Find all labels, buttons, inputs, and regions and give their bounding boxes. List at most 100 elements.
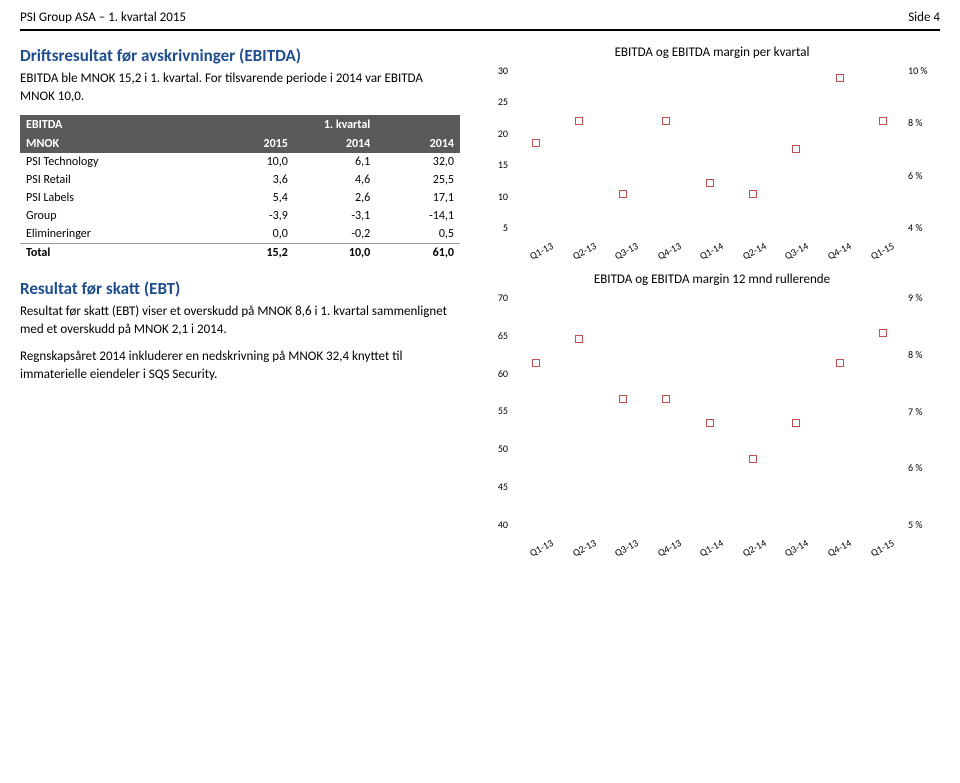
chart1-body: 30252015105 10 %8 %6 %4 % 13151016101014…	[512, 64, 904, 254]
table-body: PSI Technology10,06,132,0PSI Retail3,64,…	[20, 153, 460, 262]
y2tick: 8 %	[908, 348, 922, 361]
table-row: PSI Technology10,06,132,0	[20, 153, 460, 171]
y2tick: 10 %	[908, 64, 928, 77]
table-hdr1-c3	[376, 115, 460, 135]
total-v2: 10,0	[294, 244, 376, 263]
row-v1: 3,6	[211, 171, 293, 189]
margin-marker	[532, 139, 540, 147]
row-name: PSI Retail	[20, 171, 211, 189]
row-name: PSI Technology	[20, 153, 211, 171]
table-hdr2-c3: 2014	[294, 135, 376, 153]
table-row: Group-3,9-3,1-14,1	[20, 207, 460, 225]
total-v3: 61,0	[376, 244, 460, 263]
margin-marker	[792, 419, 800, 427]
margin-marker	[532, 359, 540, 367]
row-v2: 6,1	[294, 153, 376, 171]
margin-marker	[749, 190, 757, 198]
margin-marker	[706, 179, 714, 187]
row-v3: 32,0	[376, 153, 460, 171]
total-name: Total	[20, 244, 211, 263]
table-row: PSI Retail3,64,625,5	[20, 171, 460, 189]
row-v1: -3,9	[211, 207, 293, 225]
margin-marker	[575, 117, 583, 125]
chart2-xlabels: Q1-13Q2-13Q3-13Q4-13Q1-14Q2-14Q3-14Q4-14…	[513, 542, 904, 555]
y2tick: 9 %	[908, 291, 922, 304]
ytick: 40	[498, 518, 508, 531]
header-right: Side 4	[908, 10, 940, 25]
bar-value-label: 10	[696, 219, 722, 232]
chart1-yaxis: 30252015105	[484, 64, 508, 234]
table-hdr1-c2: 1. kvartal	[211, 115, 376, 135]
chart2-yaxis: 70656055504540	[484, 291, 508, 531]
y2tick: 6 %	[908, 461, 922, 474]
row-name: Group	[20, 207, 211, 225]
chart1: EBITDA og EBITDA margin per kvartal 3025…	[484, 45, 940, 254]
chart2-bars: 536154545146506166	[513, 291, 904, 531]
section1-title: Driftsresultat før avskrivninger (EBITDA…	[20, 45, 460, 66]
row-v1: 0,0	[211, 225, 293, 244]
bar-value-label: 66	[866, 516, 892, 529]
bar-value-label: 51	[696, 516, 722, 529]
margin-marker	[706, 419, 714, 427]
xlabel: Q1-13	[519, 532, 563, 563]
ytick: 60	[498, 367, 508, 380]
margin-marker	[836, 74, 844, 82]
section2-para2: Regnskapsåret 2014 inkluderer en nedskri…	[20, 348, 460, 383]
table-total-row: Total15,210,061,0	[20, 244, 460, 263]
xlabel: Q4-13	[647, 235, 691, 266]
bar-value-label: 53	[525, 516, 551, 529]
y2tick: 5 %	[908, 518, 922, 531]
margin-marker	[749, 455, 757, 463]
xlabel: Q1-14	[690, 235, 734, 266]
xlabel: Q1-14	[690, 532, 734, 563]
xlabel: Q2-13	[562, 235, 606, 266]
chart2: EBITDA og EBITDA margin 12 mnd rullerend…	[484, 272, 940, 551]
chart2-plot: 536154545146506166 Q1-13Q2-13Q3-13Q4-13Q…	[512, 291, 904, 551]
y2tick: 6 %	[908, 169, 922, 182]
y2tick: 4 %	[908, 221, 922, 234]
ytick: 5	[503, 221, 508, 234]
xlabel: Q3-13	[605, 532, 649, 563]
chart1-bars: 131510161010142715	[513, 64, 904, 234]
ytick: 50	[498, 442, 508, 455]
margin-marker	[619, 190, 627, 198]
ytick: 10	[498, 190, 508, 203]
margin-marker	[879, 329, 887, 337]
bar-value-label: 13	[525, 219, 551, 232]
table-row: Elimineringer0,0-0,20,5	[20, 225, 460, 244]
xlabel: Q3-14	[775, 532, 819, 563]
ytick: 70	[498, 291, 508, 304]
bar-value-label: 54	[653, 516, 679, 529]
row-v3: 0,5	[376, 225, 460, 244]
main-content: Driftsresultat før avskrivninger (EBITDA…	[20, 45, 940, 569]
ytick: 20	[498, 127, 508, 140]
chart2-body: 70656055504540 9 %8 %7 %6 %5 % 536154545…	[512, 291, 904, 551]
chart2-title: EBITDA og EBITDA margin 12 mnd rullerend…	[484, 272, 940, 287]
margin-marker	[575, 335, 583, 343]
margin-marker	[662, 117, 670, 125]
y2tick: 7 %	[908, 405, 922, 418]
table-hdr2-c4: 2014	[376, 135, 460, 153]
chart1-plot: 131510161010142715 Q1-13Q2-13Q3-13Q4-13Q…	[512, 64, 904, 254]
ytick: 25	[498, 95, 508, 108]
bar-value-label: 27	[823, 219, 849, 232]
row-v1: 5,4	[211, 189, 293, 207]
bar-value-label: 15	[568, 219, 594, 232]
right-column: EBITDA og EBITDA margin per kvartal 3025…	[484, 45, 940, 569]
y2tick: 8 %	[908, 116, 922, 129]
total-v1: 15,2	[211, 244, 293, 263]
margin-marker	[879, 117, 887, 125]
xlabel: Q2-13	[562, 532, 606, 563]
xlabel: Q4-13	[647, 532, 691, 563]
table-hdr1-c1: EBITDA	[20, 115, 211, 135]
section2-title: Resultat før skatt (EBT)	[20, 278, 460, 299]
row-v1: 10,0	[211, 153, 293, 171]
margin-marker	[792, 145, 800, 153]
chart1-title: EBITDA og EBITDA margin per kvartal	[484, 45, 940, 60]
xlabel: Q1-15	[860, 235, 904, 266]
ebitda-table: EBITDA 1. kvartal MNOK 2015 2014 2014 PS…	[20, 115, 460, 262]
margin-marker	[619, 395, 627, 403]
margin-marker	[662, 395, 670, 403]
left-column: Driftsresultat før avskrivninger (EBITDA…	[20, 45, 460, 569]
row-name: PSI Labels	[20, 189, 211, 207]
